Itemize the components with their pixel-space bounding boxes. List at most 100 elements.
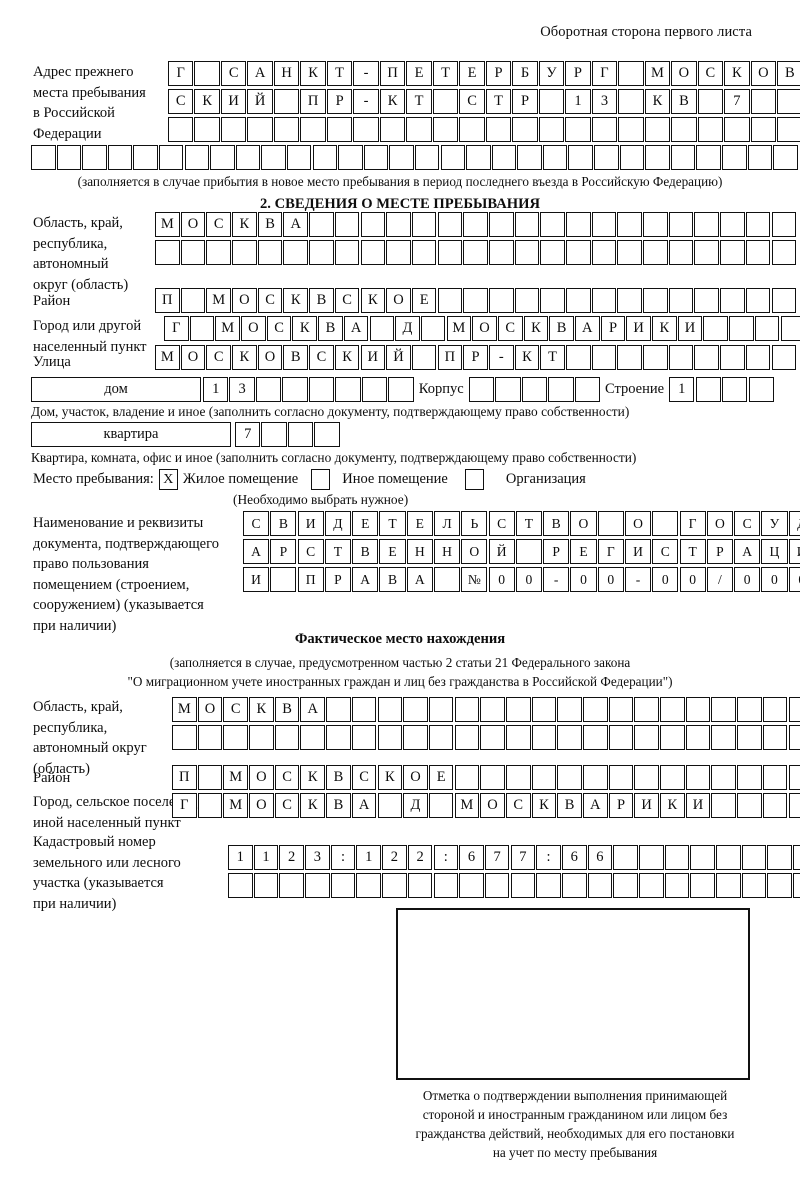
char-cell[interactable]: О [671,61,697,86]
char-cell[interactable] [517,145,542,170]
char-cell[interactable] [466,145,491,170]
document-row-1[interactable]: СВИДЕТЕЛЬСТВООГОСУД [243,511,800,536]
char-cell[interactable] [583,765,608,790]
char-cell[interactable]: Д [324,511,352,536]
char-cell[interactable]: О [706,511,733,536]
char-cell[interactable] [634,697,659,722]
char-cell[interactable] [308,377,335,402]
char-cell[interactable] [548,377,574,402]
char-cell[interactable] [326,117,353,142]
char-cell[interactable]: Г [164,316,189,341]
char-cell[interactable] [788,725,800,750]
char-cell[interactable] [639,845,664,870]
char-cell[interactable] [660,765,685,790]
char-cell[interactable] [762,697,788,722]
char-cell[interactable] [694,240,720,265]
korpus-cells[interactable] [468,377,601,402]
char-cell[interactable]: О [480,793,505,818]
char-cell[interactable] [690,873,715,898]
char-cell[interactable]: Й [247,89,273,114]
char-cell[interactable] [643,240,668,265]
char-cell[interactable] [270,567,297,592]
char-cell[interactable] [335,377,361,402]
char-cell[interactable] [780,316,800,341]
char-cell[interactable] [488,240,514,265]
char-cell[interactable]: И [634,793,659,818]
char-cell[interactable]: Р [512,89,538,114]
char-cell[interactable] [722,377,748,402]
char-cell[interactable] [762,725,788,750]
char-cell[interactable]: У [538,61,565,86]
char-cell[interactable] [777,89,800,114]
char-cell[interactable] [720,345,745,370]
char-cell[interactable]: 2 [382,845,407,870]
char-cell[interactable]: Ц [761,539,788,564]
char-cell[interactable] [463,240,488,265]
char-cell[interactable] [235,145,261,170]
char-cell[interactable]: : [330,845,356,870]
char-cell[interactable]: 2 [407,845,433,870]
char-cell[interactable] [722,145,747,170]
char-cell[interactable]: С [274,793,300,818]
char-cell[interactable]: О [624,511,652,536]
char-cell[interactable] [737,697,762,722]
char-cell[interactable] [515,539,542,564]
char-cell[interactable]: О [232,288,257,313]
char-cell[interactable] [618,89,644,114]
char-cell[interactable]: Ь [461,511,488,536]
char-cell[interactable]: М [644,61,671,86]
char-cell[interactable] [338,145,363,170]
stroenie-cells[interactable]: 1 [669,377,774,402]
char-cell[interactable] [788,765,800,790]
char-cell[interactable]: И [677,316,703,341]
char-cell[interactable]: 0 [679,567,706,592]
char-cell[interactable] [172,725,197,750]
char-cell[interactable] [591,345,617,370]
char-cell[interactable]: П [300,89,326,114]
char-cell[interactable] [82,145,107,170]
char-cell[interactable]: П [437,345,463,370]
char-cell[interactable]: Р [324,567,352,592]
char-cell[interactable]: С [266,316,292,341]
char-cell[interactable]: К [283,288,309,313]
checkbox-organizaciya[interactable] [464,469,484,490]
char-cell[interactable] [184,145,210,170]
char-cell[interactable] [197,725,223,750]
char-cell[interactable] [514,288,540,313]
char-cell[interactable] [210,145,235,170]
char-cell[interactable]: С [297,539,324,564]
char-cell[interactable]: П [172,765,197,790]
char-cell[interactable]: Н [406,539,433,564]
char-cell[interactable]: А [283,212,309,237]
char-cell[interactable]: Е [379,539,406,564]
char-cell[interactable]: В [309,288,334,313]
char-cell[interactable]: Д [395,316,420,341]
char-cell[interactable]: № [461,567,488,592]
char-cell[interactable] [379,117,406,142]
char-cell[interactable]: М [172,697,197,722]
char-cell[interactable] [613,873,638,898]
char-cell[interactable] [557,725,582,750]
char-cell[interactable]: О [257,345,283,370]
char-cell[interactable]: Р [706,539,733,564]
char-cell[interactable]: К [292,316,318,341]
char-cell[interactable]: С [257,288,283,313]
char-cell[interactable]: Р [326,89,353,114]
char-cell[interactable] [432,117,459,142]
char-cell[interactable] [618,61,644,86]
char-cell[interactable]: 1 [565,89,591,114]
char-cell[interactable] [386,240,411,265]
checkbox-zhiloe[interactable]: X [158,469,178,490]
char-cell[interactable]: 7 [724,89,750,114]
prev-address-row-4[interactable] [31,145,798,170]
char-cell[interactable]: А [343,316,369,341]
char-cell[interactable]: Е [570,539,597,564]
char-cell[interactable] [697,117,724,142]
char-cell[interactable]: К [194,89,220,114]
char-cell[interactable] [309,212,334,237]
char-cell[interactable]: - [488,345,514,370]
char-cell[interactable] [685,725,711,750]
char-cell[interactable] [711,765,737,790]
